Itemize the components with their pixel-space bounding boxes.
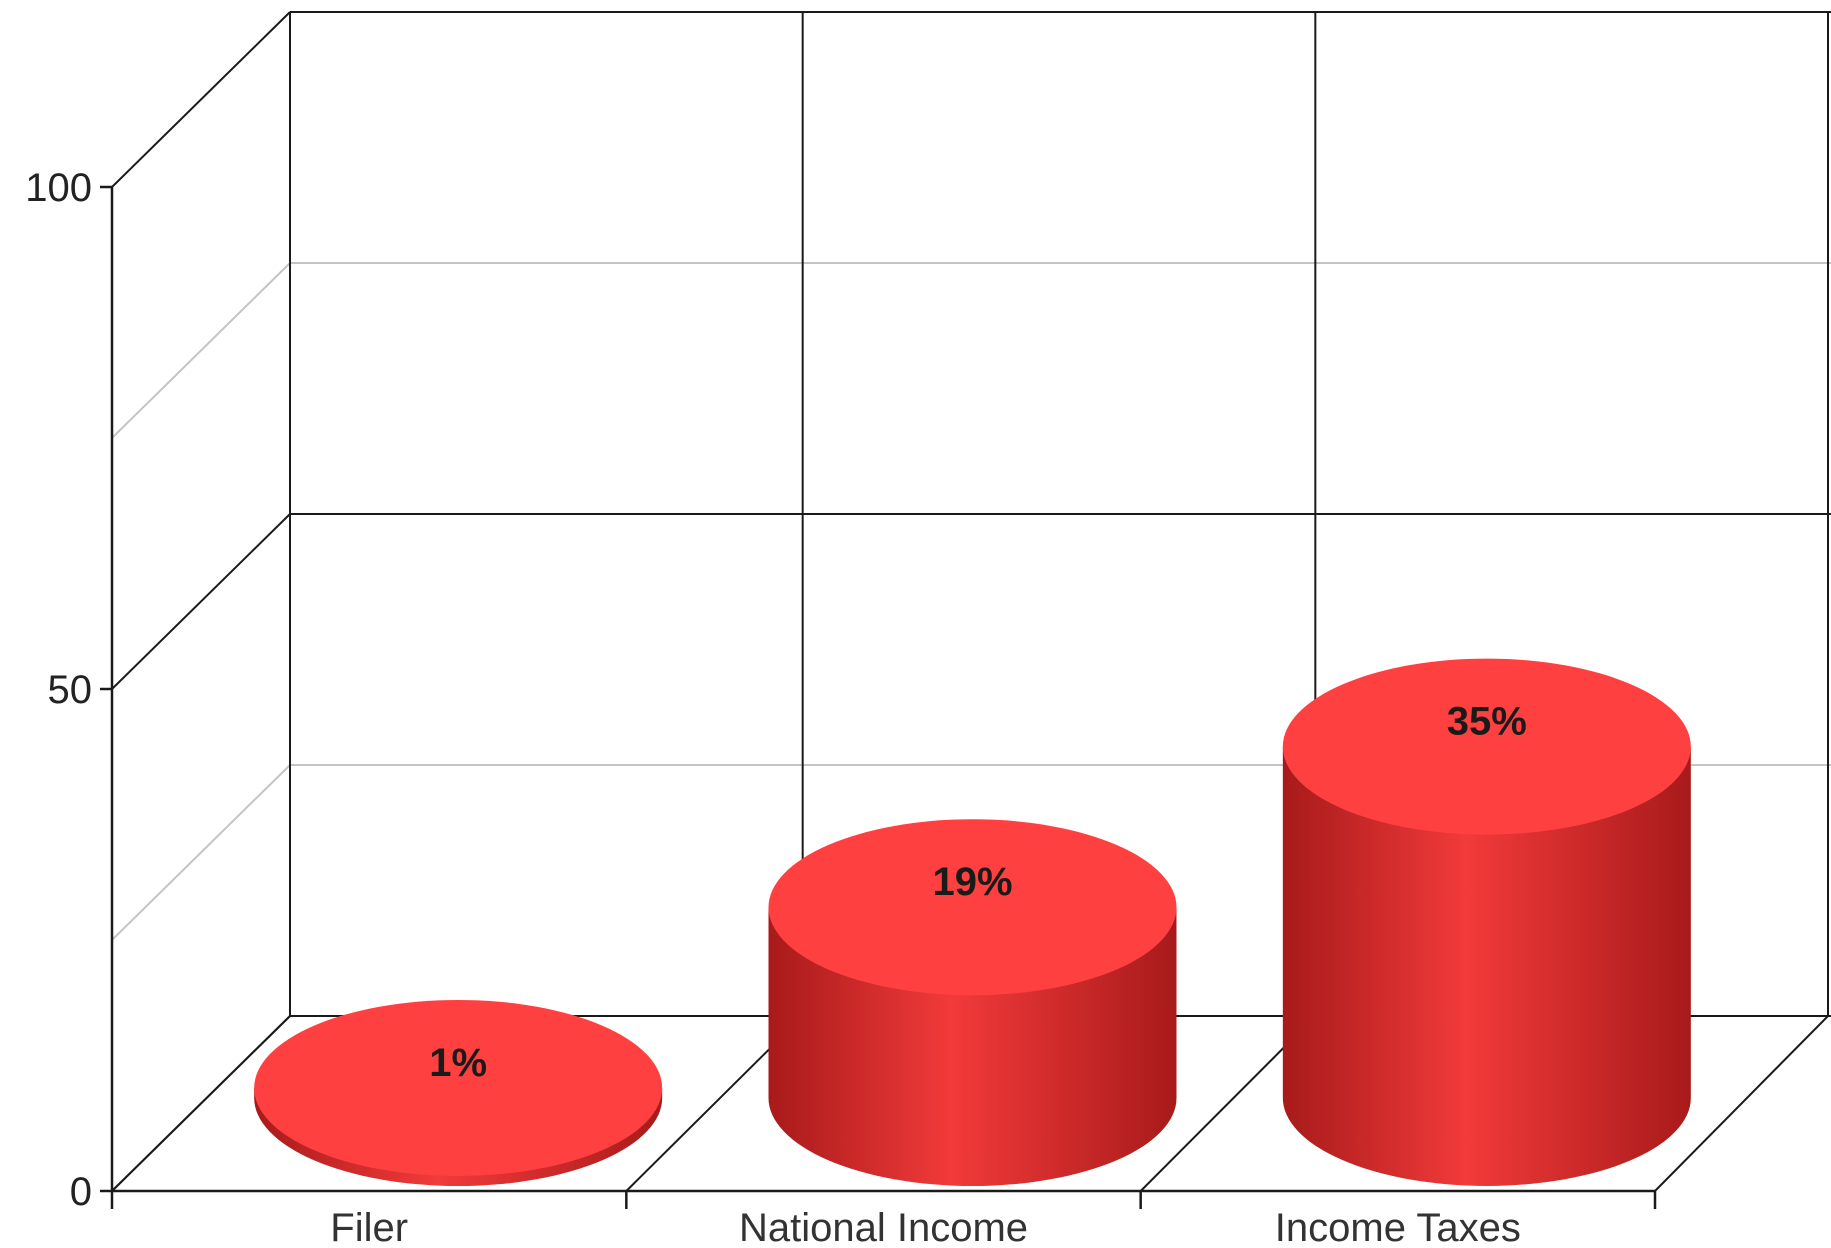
bar-cylinder-top bbox=[254, 999, 663, 1176]
bar-cylinder-top bbox=[768, 819, 1177, 996]
x-axis-categories: Filer National Income Income Taxes bbox=[110, 1191, 1657, 1248]
bar-data-label: 1% bbox=[429, 1041, 487, 1085]
floor-depth-line bbox=[111, 1015, 291, 1192]
y-tick-label: 0 bbox=[70, 1170, 92, 1214]
bar-cylinder-top bbox=[1282, 658, 1691, 835]
minor-gridline-side bbox=[111, 764, 291, 941]
x-category-label: Income Taxes bbox=[1275, 1206, 1521, 1248]
data-labels: 1% 19% 35% bbox=[429, 700, 1527, 1085]
major-gridline-side bbox=[111, 11, 291, 188]
y-axis-ticks: 0 50 100 bbox=[25, 166, 112, 1214]
bar-cylinder-side bbox=[1282, 746, 1691, 1186]
minor-gridline-side bbox=[111, 262, 291, 439]
x-category-label: Filer bbox=[330, 1206, 408, 1248]
x-category-label: National Income bbox=[739, 1206, 1028, 1248]
floor-depth-line bbox=[1654, 1015, 1829, 1192]
bars bbox=[254, 658, 1691, 1186]
major-gridline-side bbox=[111, 513, 291, 690]
y-tick-label: 50 bbox=[48, 668, 93, 712]
bar-data-label: 35% bbox=[1447, 700, 1527, 744]
y-tick-label: 100 bbox=[25, 166, 92, 210]
bar-data-label: 19% bbox=[932, 860, 1012, 904]
